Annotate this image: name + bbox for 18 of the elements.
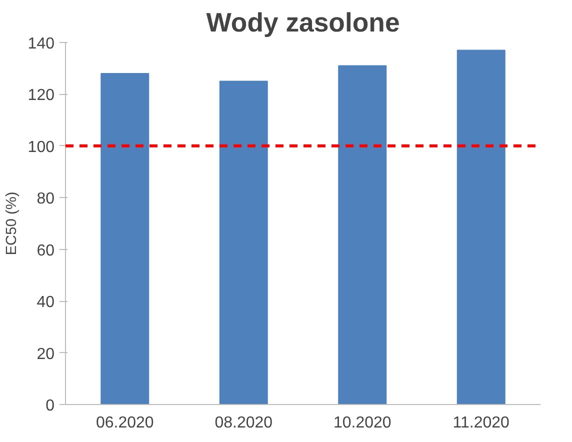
y-tick-label: 60 [36,242,55,260]
x-tick-label: 11.2020 [452,414,510,432]
y-tick-label: 100 [28,138,55,156]
x-tick-label: 06.2020 [96,414,154,432]
y-tick-label: 80 [36,190,55,208]
x-tick-label: 08.2020 [214,414,273,432]
bar [100,73,150,404]
bar [338,65,387,404]
y-tick-label: 120 [28,87,55,104]
x-tick-label: 10.2020 [333,414,392,432]
chart-title: Wody zasolone [206,8,400,38]
bar [456,50,506,404]
y-tick-label: 40 [36,294,55,312]
y-axis-title: EC50 (%) [4,192,20,256]
y-tick-label: 140 [28,36,55,52]
bar [219,80,268,404]
y-tick-label: 20 [36,346,55,363]
y-tick-label: 0 [46,398,55,414]
